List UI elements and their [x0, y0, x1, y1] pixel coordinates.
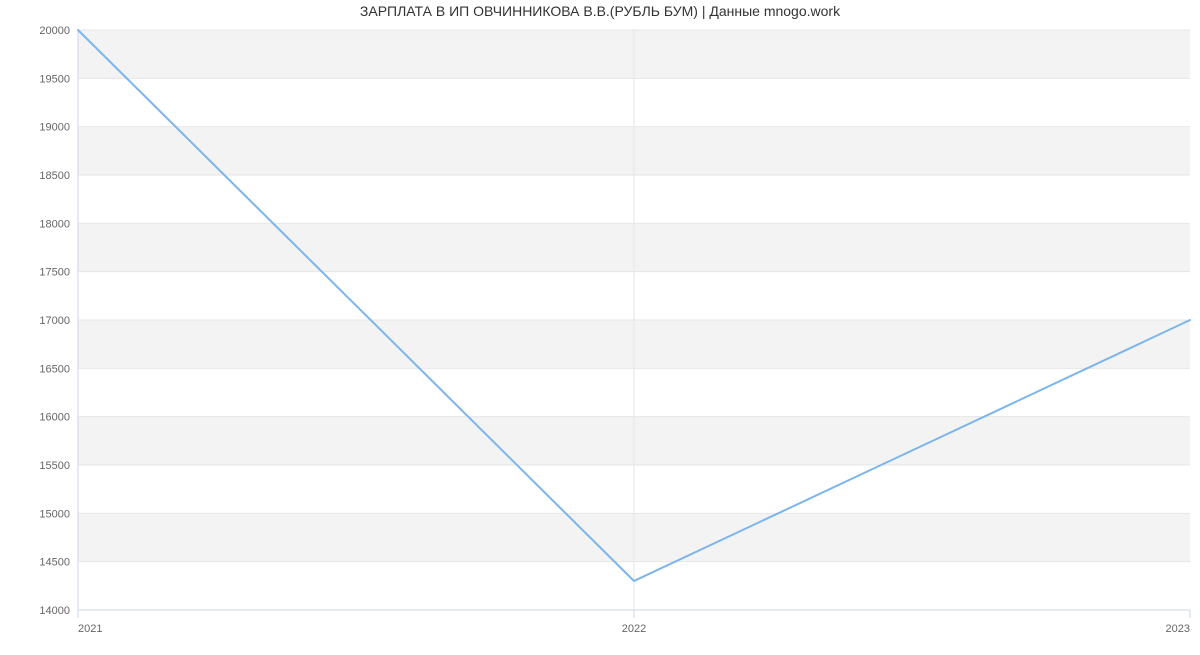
- y-tick-label: 15000: [39, 508, 70, 520]
- y-tick-label: 19500: [39, 73, 70, 85]
- y-tick-label: 18500: [39, 170, 70, 182]
- y-tick-label: 20000: [39, 25, 70, 37]
- y-tick-label: 19000: [39, 122, 70, 134]
- salary-line-chart: ЗАРПЛАТА В ИП ОВЧИННИКОВА В.В.(РУБЛЬ БУМ…: [0, 0, 1200, 650]
- y-tick-label: 15500: [39, 460, 70, 472]
- x-tick-label: 2023: [1166, 623, 1190, 635]
- y-tick-label: 14500: [39, 557, 70, 569]
- y-tick-label: 18000: [39, 218, 70, 230]
- y-tick-label: 17000: [39, 315, 70, 327]
- chart-svg: ЗАРПЛАТА В ИП ОВЧИННИКОВА В.В.(РУБЛЬ БУМ…: [0, 0, 1200, 650]
- x-tick-label: 2022: [622, 623, 646, 635]
- y-tick-label: 16000: [39, 412, 70, 424]
- y-tick-label: 14000: [39, 605, 70, 617]
- x-tick-label: 2021: [78, 623, 102, 635]
- chart-title: ЗАРПЛАТА В ИП ОВЧИННИКОВА В.В.(РУБЛЬ БУМ…: [360, 3, 841, 19]
- y-tick-label: 17500: [39, 267, 70, 279]
- y-tick-label: 16500: [39, 363, 70, 375]
